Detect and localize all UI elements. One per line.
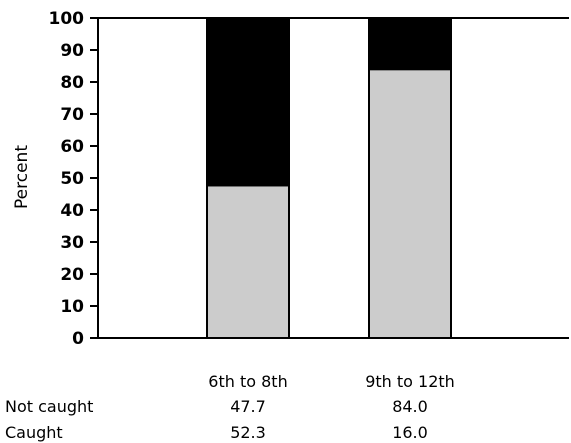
bars-layer	[206, 17, 452, 339]
table-cell: 47.7	[230, 397, 266, 416]
category-labels: 6th to 8th 9th to 12th	[208, 372, 455, 391]
y-tick-label: 40	[60, 201, 84, 221]
y-tick-label: 70	[60, 105, 84, 125]
table-cell: 84.0	[392, 397, 428, 416]
y-tick-label: 80	[60, 73, 84, 93]
bar-not-caught-1	[368, 68, 452, 339]
table-cell: 52.3	[230, 423, 266, 442]
table-row-label: Not caught	[5, 397, 93, 416]
table-row-label: Caught	[5, 423, 63, 442]
table-cell: 16.0	[392, 423, 428, 442]
y-tick-label: 30	[60, 233, 84, 253]
bar-not-caught-0	[206, 184, 290, 339]
category-label: 9th to 12th	[365, 372, 455, 391]
bar-caught-0	[206, 17, 290, 187]
y-tick-label: 20	[60, 265, 84, 285]
y-ticks: 0 10 20 30 40 50 60 70 80 90 100	[49, 9, 98, 349]
y-tick-label: 90	[60, 41, 84, 61]
y-tick-label: 100	[49, 9, 85, 29]
axes-layer	[97, 17, 569, 339]
bar-caught-1	[368, 17, 452, 71]
y-tick-label: 10	[60, 297, 84, 317]
y-tick-label: 0	[72, 329, 84, 349]
category-label: 6th to 8th	[208, 372, 287, 391]
data-table: Not caught 47.7 84.0 Caught 52.3 16.0	[5, 397, 428, 442]
y-axis-label: Percent	[12, 145, 32, 209]
y-tick-label: 50	[60, 169, 84, 189]
y-tick-label: 60	[60, 137, 84, 157]
